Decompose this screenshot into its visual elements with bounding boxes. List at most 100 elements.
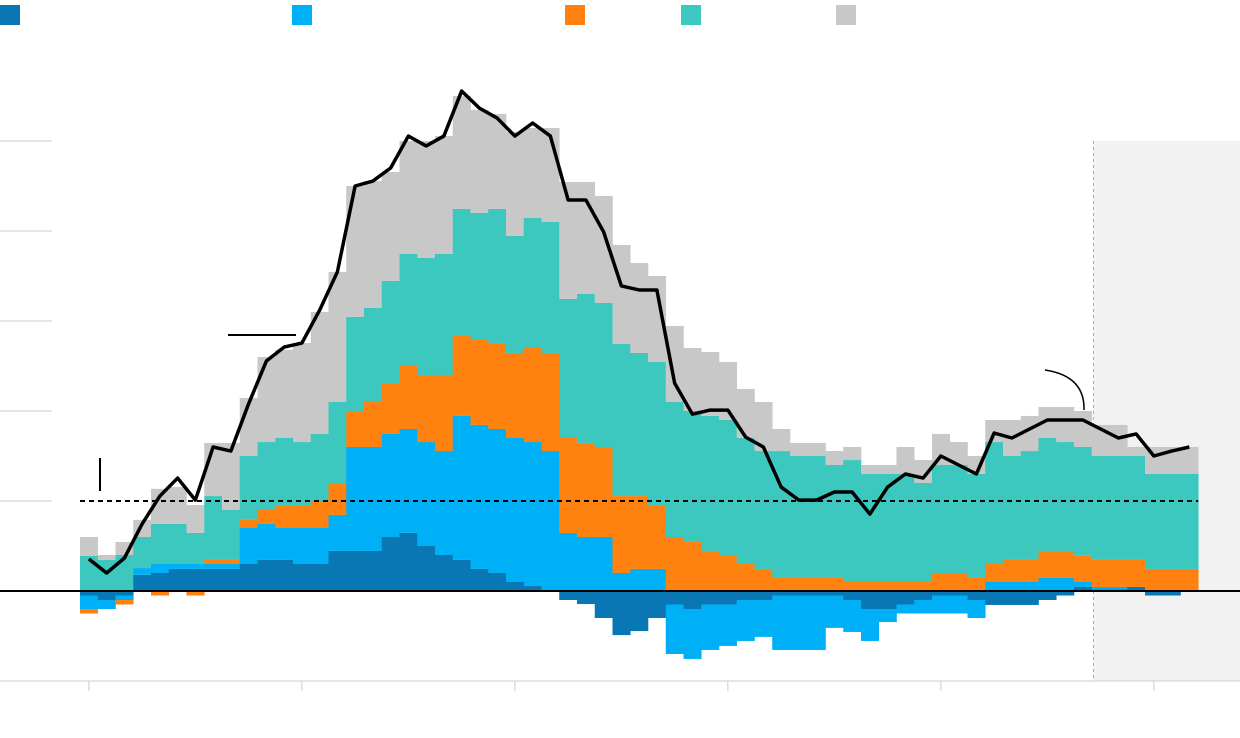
bar-segment (630, 352, 649, 497)
bar-segment (381, 172, 400, 281)
bar-segment (807, 577, 826, 591)
bar-segment (1003, 582, 1022, 591)
bar-segment (452, 208, 471, 335)
bar-segment (80, 537, 99, 556)
bar-segment (417, 375, 436, 443)
bar-segment (222, 510, 241, 560)
bar-segment (257, 510, 276, 524)
bar-segment (541, 222, 560, 353)
bar-segment (807, 591, 826, 596)
bar-segment (1162, 591, 1181, 596)
bar-segment (1056, 591, 1075, 596)
bar-segment (719, 361, 738, 420)
bar-segment (1003, 591, 1022, 605)
bar-segment (488, 114, 507, 209)
bar-segment (612, 343, 631, 497)
bar-segment (1020, 591, 1039, 605)
bar-segment (665, 604, 684, 654)
bar-segment (470, 424, 489, 569)
bar-segment (1109, 424, 1128, 456)
bar-segment (612, 573, 631, 591)
bar-segment (896, 447, 915, 474)
bar-segment (328, 514, 347, 551)
bar-segment (239, 519, 258, 528)
bar-segment (594, 591, 613, 618)
bar-segment (452, 334, 471, 416)
bar-segment (1038, 577, 1057, 591)
bar-segment (151, 573, 170, 591)
bar-segment (506, 582, 525, 591)
bar-segment (985, 582, 1004, 591)
bar-segment (843, 582, 862, 591)
bar-segment (1091, 456, 1110, 560)
bar-segment (896, 591, 915, 605)
bar-segment (293, 528, 312, 564)
bar-segment (914, 582, 933, 591)
bar-segment (559, 591, 578, 600)
bar-segment (506, 352, 525, 438)
bar-segment (648, 361, 667, 506)
bar-segment (381, 384, 400, 434)
bar-segment (861, 591, 880, 609)
bar-segment (701, 415, 720, 551)
bar-segment (186, 532, 205, 564)
bar-segment (239, 456, 258, 520)
bar-segment (577, 442, 596, 537)
bar-segment (807, 442, 826, 456)
bar-segment (1162, 474, 1181, 569)
bar-segment (648, 276, 667, 362)
bar-segment (541, 352, 560, 452)
bar-segment (399, 366, 418, 429)
bar-segment (754, 600, 773, 637)
bar-segment (967, 600, 986, 618)
bar-segment (736, 600, 755, 641)
bar-segment (701, 591, 720, 605)
bar-segment (168, 568, 187, 591)
bar-segment (843, 447, 862, 461)
bar-segment (1180, 568, 1199, 591)
bar-segment (594, 447, 613, 537)
bar-segment (1091, 559, 1110, 587)
bar-segment (949, 442, 968, 465)
bar-segment (435, 136, 454, 254)
bar-segment (843, 460, 862, 582)
bar-segment (683, 411, 702, 542)
bar-segment (896, 604, 915, 614)
bar-segment (523, 127, 542, 218)
bar-segment (878, 465, 897, 474)
bar-segment (825, 451, 844, 465)
bar-segment (612, 244, 631, 344)
bar-segment (364, 447, 383, 551)
bar-segment (1145, 474, 1164, 569)
bar-segment (701, 550, 720, 591)
bar-segment (151, 523, 170, 564)
bar-segment (949, 591, 968, 596)
bar-segment (523, 348, 542, 443)
bar-segment (541, 451, 560, 591)
bar-segment (843, 591, 862, 600)
bar-segment (310, 501, 329, 528)
bar-segment (168, 564, 187, 569)
bar-segment (328, 271, 347, 402)
bar-segment (115, 600, 134, 605)
bar-segment (310, 528, 329, 564)
bar-segment (151, 564, 170, 573)
bar-segment (293, 343, 312, 443)
bar-segment (1127, 559, 1146, 587)
bar-segment (275, 505, 294, 528)
bar-segment (381, 433, 400, 537)
bar-segment (506, 235, 525, 353)
bar-segment (435, 451, 454, 555)
bar-segment (630, 262, 649, 353)
bar-segment (701, 604, 720, 650)
bar-segment (754, 402, 773, 452)
bar-segment (364, 307, 383, 402)
bar-segment (648, 591, 667, 618)
bar-segment (168, 487, 187, 524)
bar-segment (896, 474, 915, 582)
bar-segment (204, 568, 223, 591)
bar-segment (949, 573, 968, 591)
bar-segment (754, 591, 773, 600)
bar-segment (1162, 568, 1181, 591)
